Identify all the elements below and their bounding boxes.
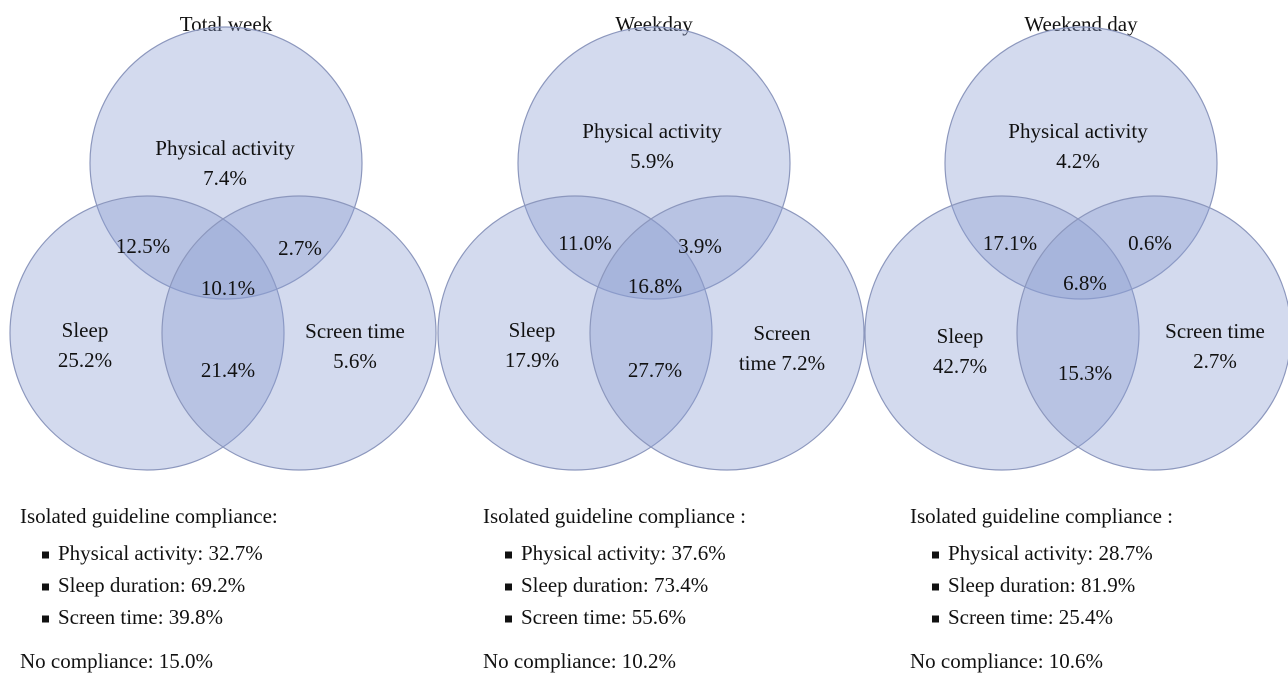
region-label: 5.6% [333,349,377,373]
bullet [932,583,939,591]
compliance-heading: Isolated guideline compliance : [910,504,1173,528]
circle-physical-activity [944,26,1218,300]
bullet [42,551,49,559]
bullet [932,551,939,559]
region-label: Physical activity [155,136,295,160]
circle-sleep [864,195,1140,471]
bullet [42,615,49,623]
region-label: 42.7% [933,354,987,378]
region-label: 25.2% [58,348,112,372]
no-compliance: No compliance: 15.0% [20,649,213,673]
region-label: Screen time [1165,319,1265,343]
circle-sleep [437,195,713,471]
circle-screen-time [161,195,437,471]
region-label: 17.9% [505,348,559,372]
region-label: 6.8% [1063,271,1107,295]
compliance-item: Screen time: 39.8% [58,605,223,629]
bullet [42,583,49,591]
circle-screen-time [1016,195,1288,471]
region-label: Screen [753,321,811,345]
region-label: 7.4% [203,166,247,190]
bullet [505,615,512,623]
circle-screen-time [589,195,865,471]
no-compliance: No compliance: 10.2% [483,649,676,673]
region-label: 17.1% [983,231,1037,255]
region-label: 27.7% [628,358,682,382]
compliance-item: Sleep duration: 81.9% [948,573,1135,597]
region-label: 4.2% [1056,149,1100,173]
compliance-item: Physical activity: 32.7% [58,541,263,565]
region-label: Physical activity [1008,119,1148,143]
region-label: Sleep [62,318,109,342]
bullet [505,551,512,559]
region-label: Physical activity [582,119,722,143]
compliance-item: Screen time: 55.6% [521,605,686,629]
panel-title: Total week [180,12,273,36]
region-label: Screen time [305,319,405,343]
compliance-heading: Isolated guideline compliance: [20,504,278,528]
region-label: 12.5% [116,234,170,258]
region-label: 2.7% [278,236,322,260]
region-label: 16.8% [628,274,682,298]
circle-physical-activity [89,26,363,300]
bullet [505,583,512,591]
panel-title: Weekday [615,12,693,36]
region-label: time 7.2% [739,351,825,375]
region-label: 15.3% [1058,361,1112,385]
no-compliance: No compliance: 10.6% [910,649,1103,673]
region-label: 11.0% [558,231,611,255]
region-label: 3.9% [678,234,722,258]
region-label: 2.7% [1193,349,1237,373]
compliance-item: Sleep duration: 69.2% [58,573,245,597]
compliance-item: Sleep duration: 73.4% [521,573,708,597]
compliance-item: Screen time: 25.4% [948,605,1113,629]
compliance-heading: Isolated guideline compliance : [483,504,746,528]
bullet [932,615,939,623]
circle-sleep [9,195,285,471]
region-label: Sleep [937,324,984,348]
compliance-item: Physical activity: 37.6% [521,541,726,565]
region-label: 0.6% [1128,231,1172,255]
region-label: 21.4% [201,358,255,382]
circle-physical-activity [517,26,791,300]
region-label: Sleep [509,318,556,342]
region-label: 10.1% [201,276,255,300]
region-label: 5.9% [630,149,674,173]
compliance-item: Physical activity: 28.7% [948,541,1153,565]
